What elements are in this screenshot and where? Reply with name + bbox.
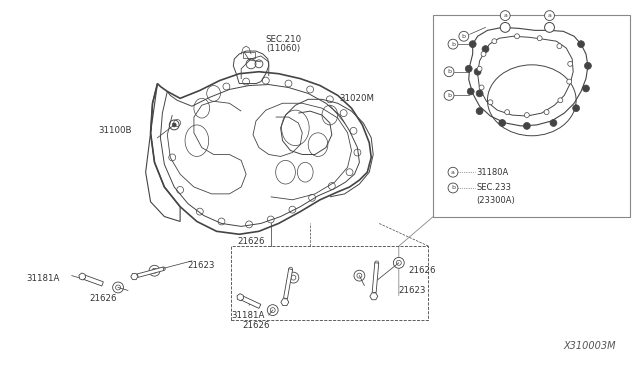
Circle shape bbox=[488, 100, 493, 105]
Text: a: a bbox=[548, 13, 552, 18]
Circle shape bbox=[545, 11, 554, 20]
Text: X310003M: X310003M bbox=[563, 341, 616, 352]
Circle shape bbox=[444, 90, 454, 100]
Circle shape bbox=[172, 123, 176, 127]
Circle shape bbox=[558, 98, 563, 103]
Circle shape bbox=[550, 119, 557, 126]
Circle shape bbox=[524, 113, 529, 118]
Circle shape bbox=[476, 90, 483, 97]
Text: (11060): (11060) bbox=[266, 44, 300, 52]
Polygon shape bbox=[284, 269, 292, 299]
Text: 21626: 21626 bbox=[237, 237, 265, 246]
Polygon shape bbox=[372, 263, 379, 292]
Circle shape bbox=[505, 110, 509, 115]
Circle shape bbox=[477, 66, 482, 71]
Text: SEC.210: SEC.210 bbox=[266, 35, 302, 44]
Circle shape bbox=[524, 122, 531, 129]
Text: 31181A: 31181A bbox=[231, 311, 265, 320]
Circle shape bbox=[444, 67, 454, 77]
Circle shape bbox=[545, 22, 554, 32]
Polygon shape bbox=[281, 299, 289, 305]
Circle shape bbox=[268, 305, 278, 315]
Text: a: a bbox=[451, 170, 455, 175]
Text: b: b bbox=[447, 93, 451, 98]
Polygon shape bbox=[138, 267, 164, 278]
Circle shape bbox=[567, 79, 572, 84]
Text: 21623: 21623 bbox=[187, 261, 214, 270]
Circle shape bbox=[500, 11, 510, 20]
Circle shape bbox=[500, 22, 510, 32]
Polygon shape bbox=[131, 273, 138, 280]
Circle shape bbox=[448, 183, 458, 193]
Text: 31180A: 31180A bbox=[477, 168, 509, 177]
Circle shape bbox=[568, 61, 573, 66]
Text: b: b bbox=[447, 69, 451, 74]
Text: b: b bbox=[462, 34, 466, 39]
Text: b: b bbox=[451, 186, 455, 190]
Circle shape bbox=[459, 31, 468, 41]
Circle shape bbox=[467, 88, 474, 95]
Circle shape bbox=[481, 52, 486, 57]
Text: 21626: 21626 bbox=[90, 294, 117, 303]
Circle shape bbox=[537, 36, 542, 41]
Circle shape bbox=[492, 39, 497, 44]
Polygon shape bbox=[370, 293, 378, 300]
Text: 21626: 21626 bbox=[409, 266, 436, 275]
Circle shape bbox=[288, 272, 299, 283]
Circle shape bbox=[476, 108, 483, 115]
Circle shape bbox=[162, 267, 165, 270]
Circle shape bbox=[582, 85, 589, 92]
Circle shape bbox=[113, 282, 124, 293]
Circle shape bbox=[448, 39, 458, 49]
Polygon shape bbox=[83, 275, 103, 286]
Circle shape bbox=[474, 68, 481, 75]
Circle shape bbox=[544, 110, 549, 115]
Text: 21623: 21623 bbox=[399, 286, 426, 295]
Polygon shape bbox=[237, 294, 243, 301]
Text: 31181A: 31181A bbox=[26, 274, 60, 283]
Circle shape bbox=[515, 34, 520, 39]
Text: 31100B: 31100B bbox=[99, 126, 132, 135]
FancyBboxPatch shape bbox=[433, 15, 630, 217]
Circle shape bbox=[354, 270, 365, 281]
Circle shape bbox=[394, 257, 404, 268]
Circle shape bbox=[557, 44, 562, 49]
Circle shape bbox=[479, 85, 484, 90]
Circle shape bbox=[465, 65, 472, 72]
Text: a: a bbox=[503, 13, 507, 18]
Text: b: b bbox=[451, 42, 455, 46]
Circle shape bbox=[584, 62, 591, 69]
Circle shape bbox=[469, 41, 476, 48]
Polygon shape bbox=[241, 296, 261, 308]
Circle shape bbox=[149, 265, 160, 276]
Text: (23300A): (23300A) bbox=[477, 196, 515, 205]
Polygon shape bbox=[79, 273, 86, 280]
Circle shape bbox=[289, 267, 292, 271]
Circle shape bbox=[375, 261, 379, 265]
Circle shape bbox=[482, 46, 489, 52]
Circle shape bbox=[448, 167, 458, 177]
Circle shape bbox=[499, 119, 506, 126]
Text: SEC.233: SEC.233 bbox=[477, 183, 511, 192]
Text: 21626: 21626 bbox=[242, 321, 269, 330]
Text: 31020M: 31020M bbox=[340, 94, 374, 103]
Circle shape bbox=[577, 41, 584, 48]
Circle shape bbox=[573, 105, 580, 112]
